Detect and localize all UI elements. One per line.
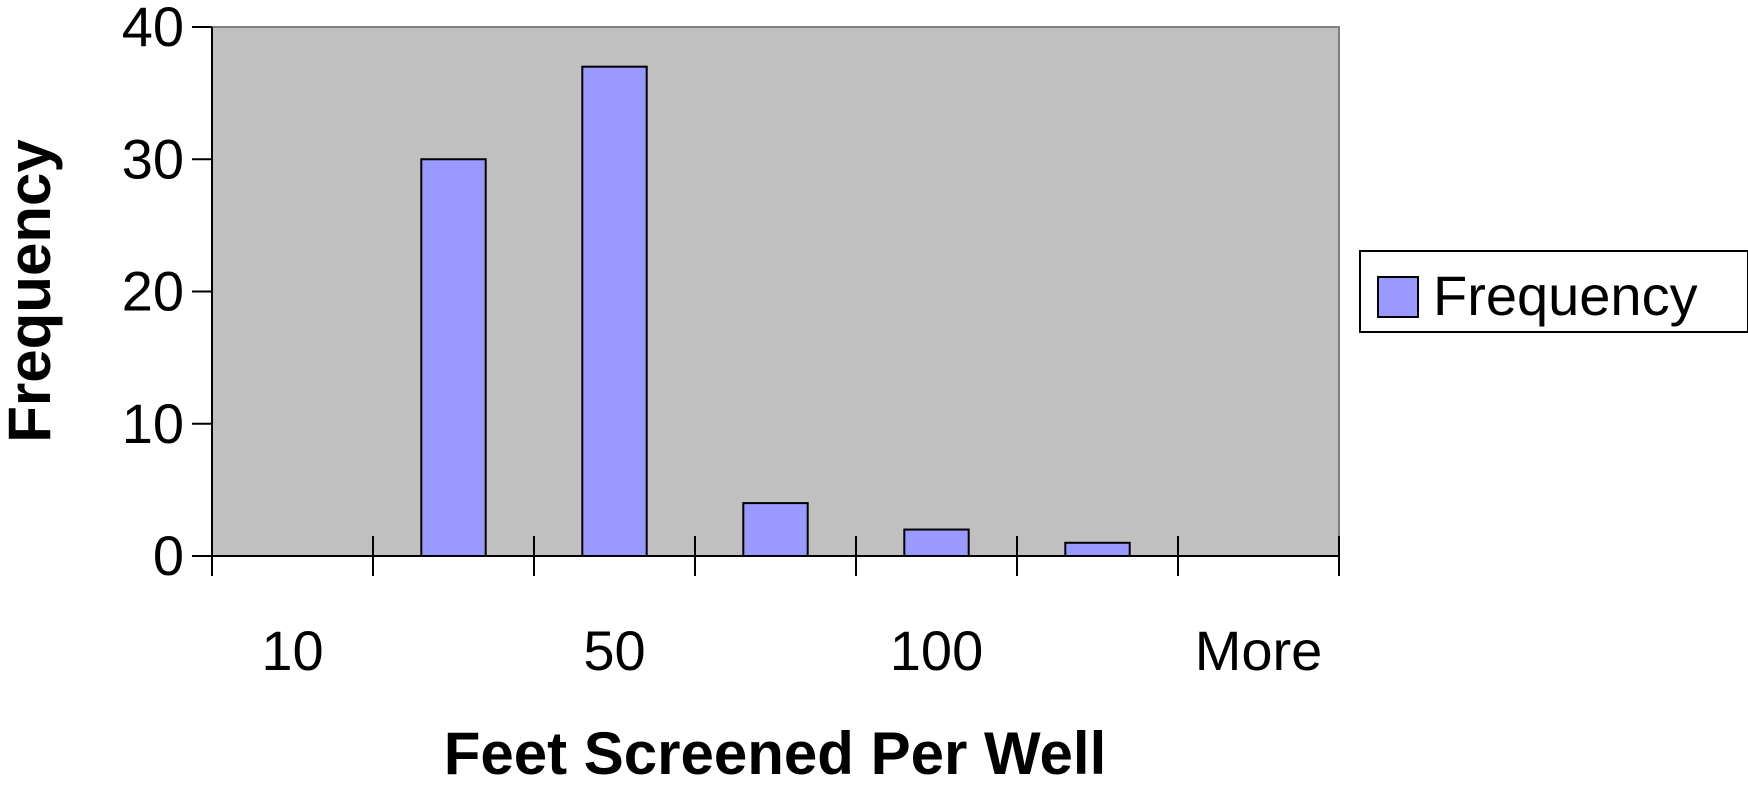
bar-100: [903, 528, 970, 557]
y-tick-label: 10: [122, 392, 184, 455]
y-tick-label: 40: [122, 0, 184, 58]
legend-swatch: [1377, 276, 1419, 318]
x-tick-label: 50: [583, 619, 645, 682]
y-tick-label: 30: [122, 127, 184, 190]
bar-75: [742, 502, 809, 558]
axes-layer: 0 10 20 30 40 10 50 100 More: [122, 0, 1340, 682]
x-tick-label: More: [1195, 619, 1323, 682]
y-tick-label: 20: [122, 260, 184, 323]
legend-label: Frequency: [1433, 264, 1698, 327]
x-axis-title: Feet Screened Per Well: [444, 720, 1107, 785]
bar-125: [1064, 541, 1131, 558]
plot-area: [211, 26, 1340, 557]
bars-layer: [420, 65, 1131, 558]
y-axis-title: Frequency: [0, 139, 63, 443]
legend: Frequency: [1359, 250, 1748, 333]
x-tick-label: 100: [890, 619, 983, 682]
bar-30: [420, 158, 487, 557]
bar-50: [581, 65, 648, 558]
x-tick-label: 10: [261, 619, 323, 682]
legend-box: [1359, 250, 1748, 333]
y-tick-label: 0: [153, 524, 184, 587]
